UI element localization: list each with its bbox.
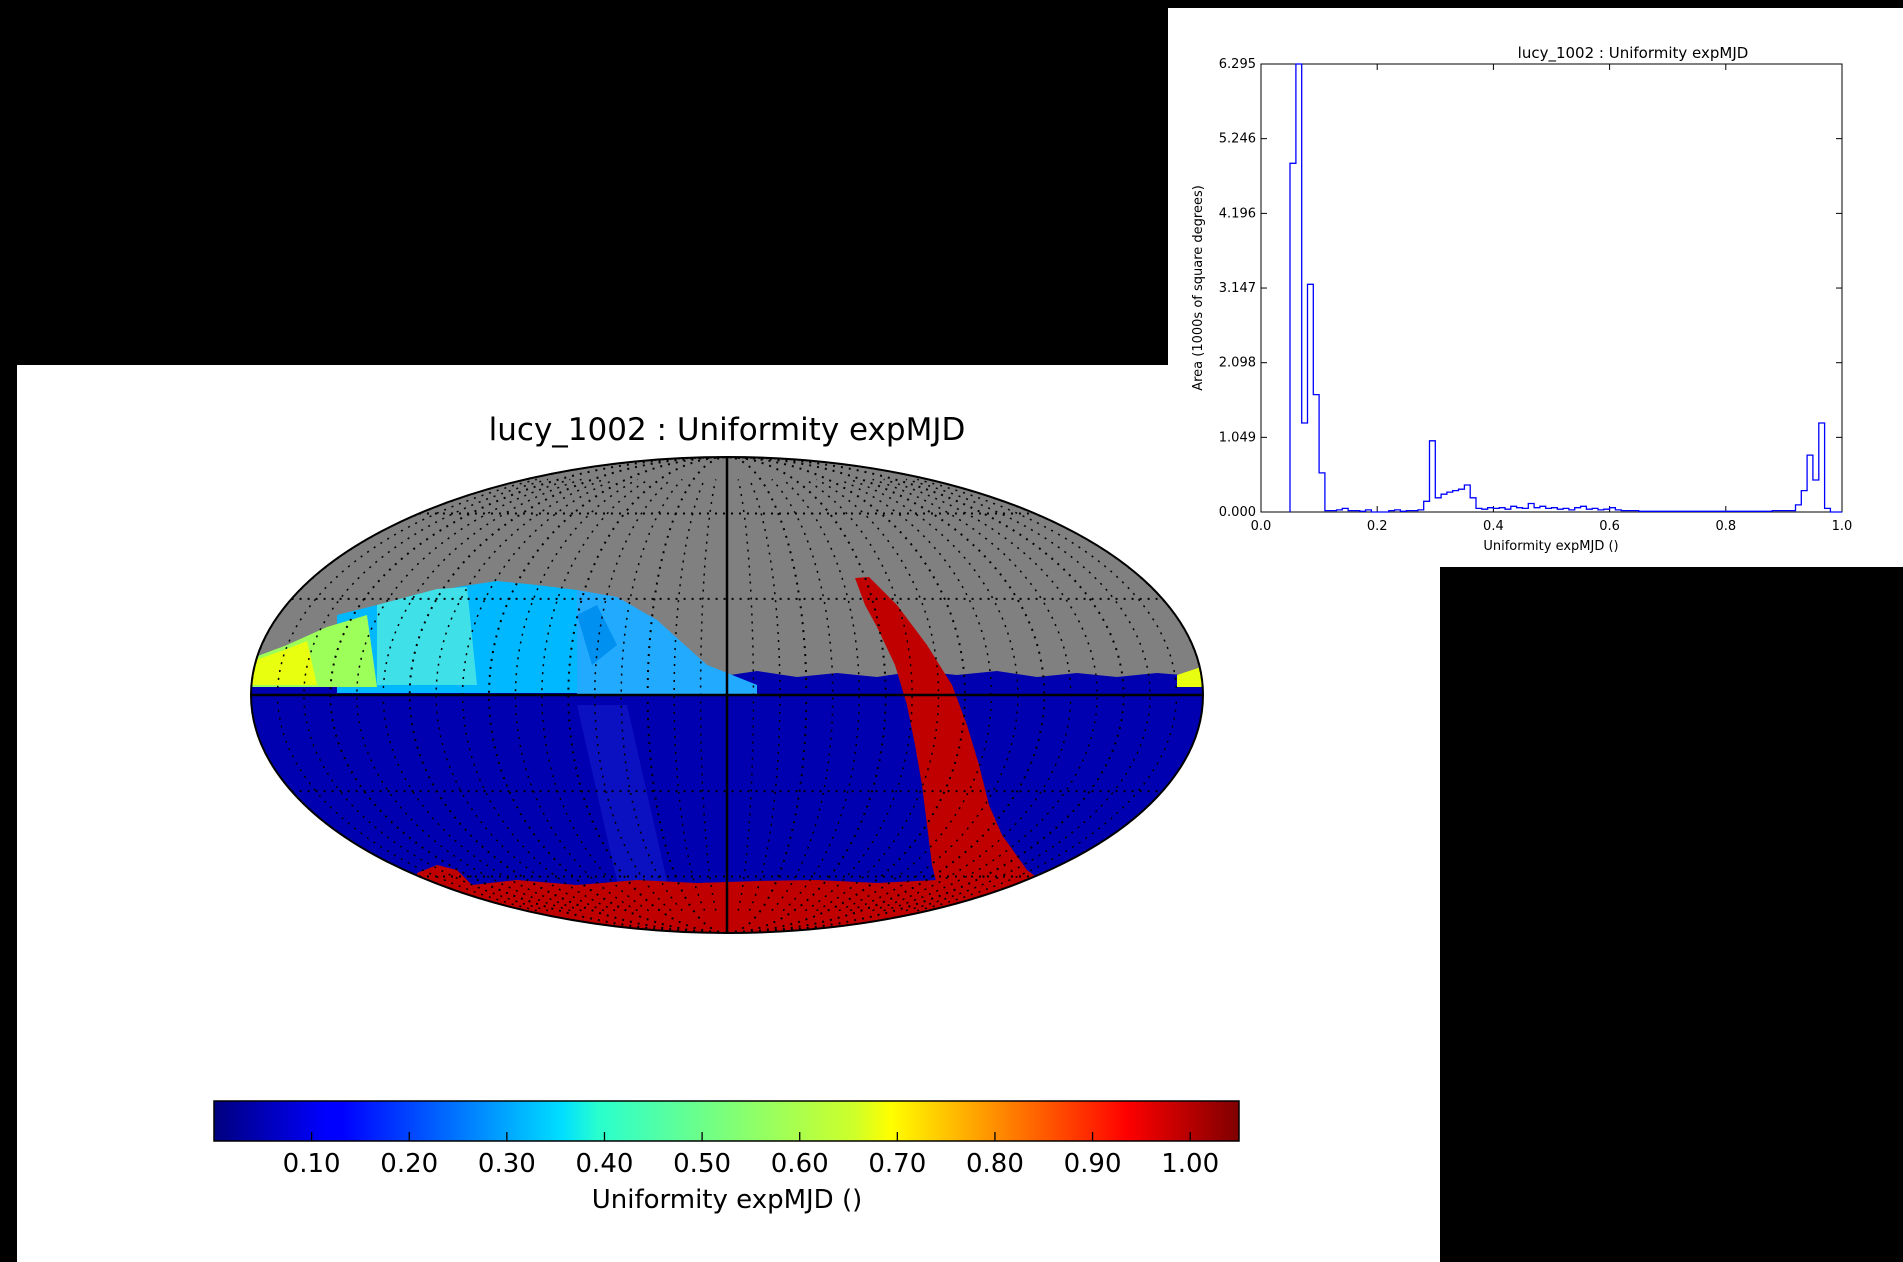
graticule-meridian	[726, 457, 1125, 933]
colorbar-tick-label: 0.70	[868, 1149, 926, 1179]
y-tick-label: 6.295	[1219, 57, 1256, 72]
graticule-meridian	[726, 457, 887, 933]
graticule-minor-meridian	[435, 478, 605, 912]
x-tick-label: 1.0	[1832, 519, 1853, 534]
x-tick-label: 0.0	[1251, 519, 1272, 534]
graticule-meridian	[567, 457, 728, 933]
y-tick-label: 3.147	[1219, 281, 1256, 296]
histogram-x-ticks: 0.0 0.2 0.4 0.6 0.8 1.0	[1251, 64, 1853, 534]
colorbar-tick-label: 0.60	[771, 1149, 829, 1179]
histogram-panel: lucy_1002 : Uniformity expMJD 0.000 1.049…	[1168, 8, 1903, 567]
skymap-red-south-cap	[417, 865, 1067, 933]
colorbar-tick-label: 0.50	[673, 1149, 731, 1179]
skymap-red-stripe	[855, 577, 1047, 905]
y-tick-label: 4.196	[1219, 206, 1256, 221]
y-tick-label: 0.000	[1219, 505, 1256, 520]
colorbar-tick-label: 0.90	[1064, 1149, 1122, 1179]
skymap-title: lucy_1002 : Uniformity expMJD	[489, 412, 966, 448]
graticule-meridian	[329, 457, 728, 933]
x-tick-label: 0.6	[1599, 519, 1620, 534]
skymap-north-lightblue	[577, 590, 757, 695]
x-tick-label: 0.2	[1367, 519, 1388, 534]
colorbar-tick-label: 0.80	[966, 1149, 1024, 1179]
skymap-figure: lucy_1002 : Uniformity expMJD	[213, 412, 1240, 1215]
y-tick-label: 5.246	[1219, 132, 1256, 147]
colorbar-label: Uniformity expMJD ()	[592, 1185, 863, 1215]
histogram-step-line	[1289, 63, 1842, 513]
histogram-figure: lucy_1002 : Uniformity expMJD 0.000 1.049…	[1191, 44, 1853, 554]
colorbar-tick-label: 1.00	[1161, 1149, 1219, 1179]
y-tick-label: 1.049	[1219, 430, 1256, 445]
histogram-y-ticks: 0.000 1.049 2.098 3.147 4.196 5.246 6.295	[1219, 57, 1842, 520]
histogram-x-label: Uniformity expMJD ()	[1483, 539, 1618, 554]
colorbar	[213, 1100, 1240, 1142]
graticule-minor-meridian	[849, 478, 1019, 912]
skymap-north-light-cyan	[377, 587, 477, 685]
histogram-axes	[1260, 63, 1843, 513]
y-tick-label: 2.098	[1219, 356, 1256, 371]
histogram-title: lucy_1002 : Uniformity expMJD	[1518, 44, 1749, 63]
skymap-south-faint-band	[577, 705, 677, 925]
colorbar-tick-label: 0.10	[283, 1149, 341, 1179]
colorbar-ticks: 0.10 0.20 0.30 0.40 0.50 0.60 0.70 0.80 0.90 1.00	[283, 1132, 1219, 1179]
skymap-north-blue-notch	[577, 605, 617, 665]
histogram-y-label: Area (1000s of square degrees)	[1191, 185, 1206, 391]
colorbar-tick-label: 0.20	[380, 1149, 438, 1179]
x-tick-label: 0.8	[1715, 519, 1736, 534]
x-tick-label: 0.4	[1483, 519, 1504, 534]
colorbar-tick-label: 0.30	[478, 1149, 536, 1179]
colorbar-tick-label: 0.40	[576, 1149, 634, 1179]
skymap-data	[251, 457, 1203, 933]
